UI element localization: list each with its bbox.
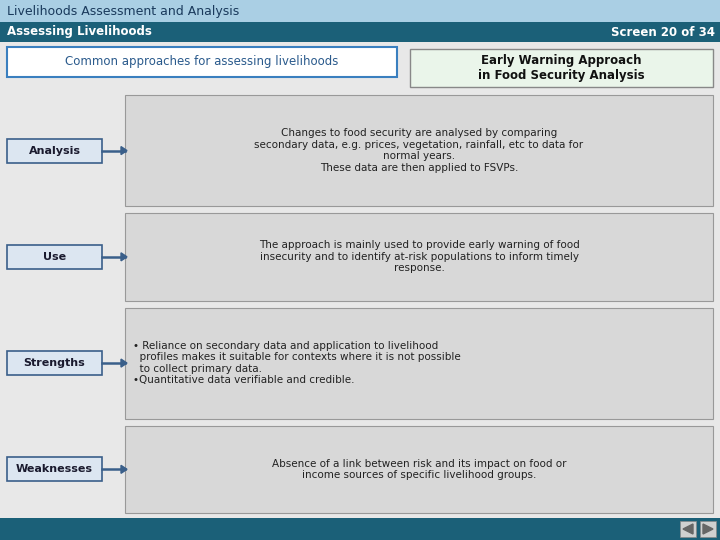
Bar bbox=[125, 307, 713, 418]
Polygon shape bbox=[121, 253, 127, 261]
Polygon shape bbox=[121, 146, 127, 154]
Text: Changes to food security are analysed by comparing
secondary data, e.g. prices, : Changes to food security are analysed by… bbox=[254, 128, 584, 173]
Bar bbox=[7, 47, 397, 77]
Polygon shape bbox=[121, 465, 127, 474]
Polygon shape bbox=[683, 524, 693, 534]
Bar bbox=[7, 245, 102, 269]
Bar bbox=[0, 0, 720, 22]
Bar bbox=[125, 95, 713, 206]
Text: Use: Use bbox=[43, 252, 66, 262]
Text: Strengths: Strengths bbox=[24, 358, 86, 368]
Bar bbox=[7, 351, 102, 375]
Text: Weaknesses: Weaknesses bbox=[16, 464, 93, 474]
Text: Absence of a link between risk and its impact on food or
income sources of speci: Absence of a link between risk and its i… bbox=[271, 458, 566, 480]
Bar bbox=[125, 213, 713, 300]
Bar bbox=[700, 521, 716, 537]
Bar bbox=[7, 457, 102, 481]
Bar bbox=[0, 518, 720, 540]
Text: Analysis: Analysis bbox=[29, 146, 81, 156]
Bar bbox=[7, 139, 102, 163]
Polygon shape bbox=[121, 359, 127, 367]
Bar bbox=[680, 521, 696, 537]
Bar bbox=[410, 49, 713, 87]
Text: Assessing Livelihoods: Assessing Livelihoods bbox=[7, 25, 152, 38]
Text: Common approaches for assessing livelihoods: Common approaches for assessing liveliho… bbox=[66, 56, 338, 69]
Bar bbox=[0, 22, 720, 42]
Polygon shape bbox=[703, 524, 713, 534]
Text: Screen 20 of 34: Screen 20 of 34 bbox=[611, 25, 715, 38]
Text: Early Warning Approach
in Food Security Analysis: Early Warning Approach in Food Security … bbox=[478, 54, 645, 82]
Bar bbox=[125, 426, 713, 513]
Text: • Reliance on secondary data and application to livelihood
  profiles makes it s: • Reliance on secondary data and applica… bbox=[133, 341, 461, 386]
Text: Livelihoods Assessment and Analysis: Livelihoods Assessment and Analysis bbox=[7, 4, 239, 17]
Text: The approach is mainly used to provide early warning of food
insecurity and to i: The approach is mainly used to provide e… bbox=[258, 240, 580, 273]
